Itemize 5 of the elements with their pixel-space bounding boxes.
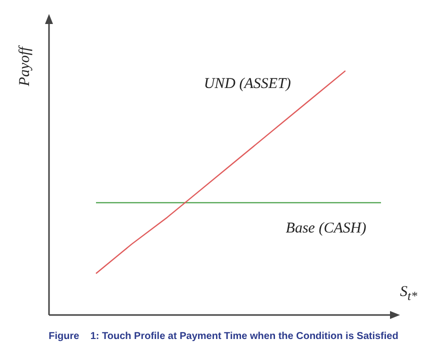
series-label: UND (ASSET) [204,76,291,92]
series-label: Base (CASH) [286,220,366,237]
y-axis-title: Payoff [17,46,34,86]
caption: Figure 1: Touch Profile at Payment Time when the Condition is Satisfied [48,331,400,342]
x-axis-title: S$_{t*}$ [400,284,418,304]
